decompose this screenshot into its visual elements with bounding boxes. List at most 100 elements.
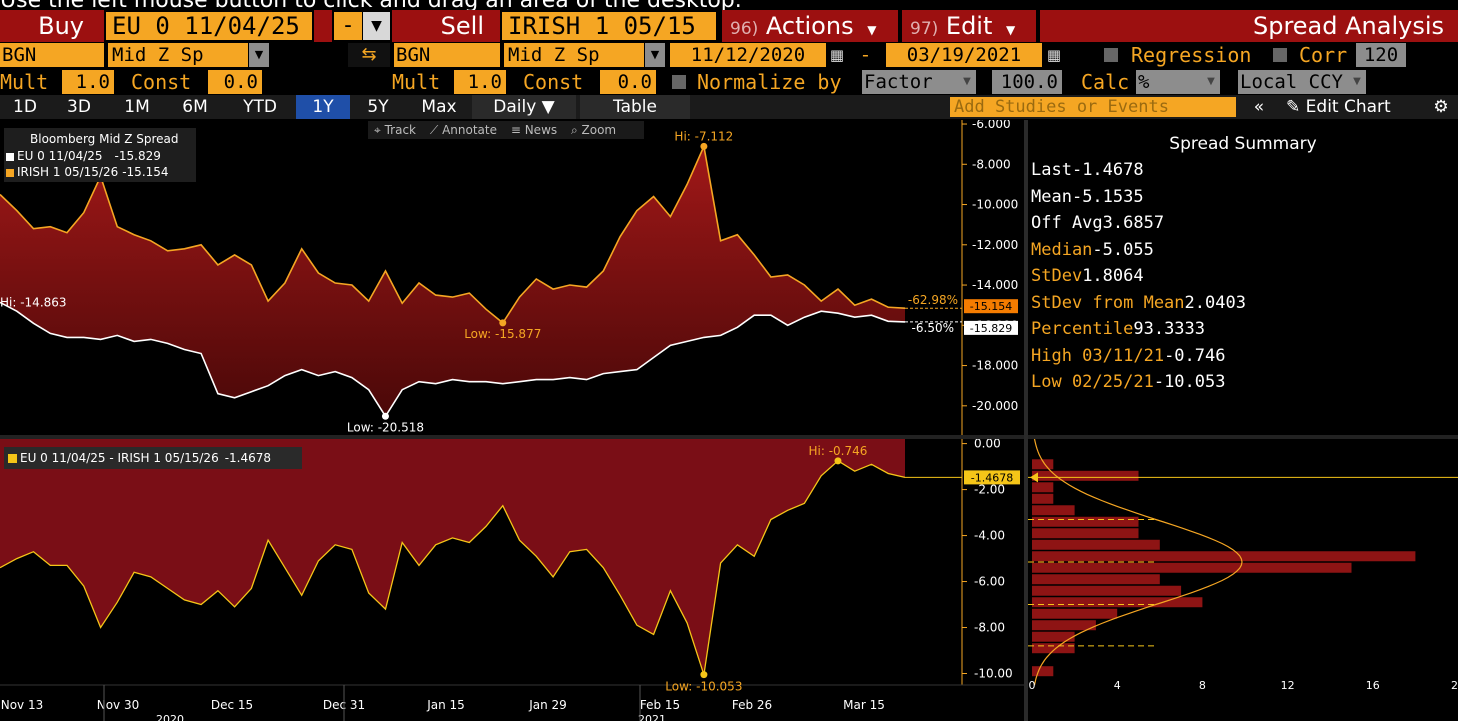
histogram-tick-label: 16 (1366, 679, 1380, 692)
year-label: 2020 (156, 713, 184, 721)
add-studies-input[interactable]: Add Studies or Events (950, 97, 1236, 117)
legend-item-diff[interactable]: EU 0 11/04/25 - IRISH 1 05/15/26 -1.4678 (8, 451, 271, 465)
start-date-input[interactable]: 11/12/2020 (670, 43, 826, 67)
histogram-bar (1032, 505, 1075, 516)
panel-divider[interactable] (0, 435, 1458, 439)
histogram-bar (1032, 539, 1160, 550)
zoom-tool[interactable]: ⌕ Zoom (571, 123, 616, 137)
frequency-select[interactable]: Daily ▼ (472, 95, 576, 119)
buy-security-input[interactable]: EU 0 11/04/25 (106, 12, 312, 40)
news-tool[interactable]: ≡ News (511, 123, 557, 137)
normalize-select[interactable]: Factor (862, 70, 958, 94)
start-date-calendar-icon[interactable]: ▦ (829, 46, 845, 64)
tab-1m[interactable]: 1M (124, 97, 150, 117)
summary-row: StDev from Mean2.0403 (1031, 293, 1457, 319)
end-date-input[interactable]: 03/19/2021 (886, 43, 1042, 67)
sell-field-dropdown[interactable]: ▼ (645, 43, 665, 67)
annotate-icon: ⟋ (429, 123, 439, 137)
legend-swatch-eu (6, 152, 14, 161)
eu-pct-change: -6.50% (912, 321, 954, 335)
normalize-checkbox[interactable] (672, 75, 686, 89)
sell-source-input[interactable]: BGN (394, 43, 500, 67)
x-tick-label: Mar 15 (843, 698, 885, 712)
buy-mult-input[interactable]: 1.0 (62, 70, 114, 94)
x-tick-label: Jan 15 (426, 698, 465, 712)
corr-window-input[interactable]: 120 (1356, 43, 1406, 67)
last-value-tag (964, 470, 1020, 485)
edit-menu-button[interactable]: 97) Edit ▼ (902, 10, 1036, 42)
legend-item-irish[interactable]: IRISH 1 05/15/26 -15.154 (6, 165, 169, 179)
legend-item-eu[interactable]: EU 0 11/04/25 -15.829 (6, 149, 161, 163)
histogram-tick-label: 12 (1281, 679, 1295, 692)
actions-number: 96) (730, 19, 759, 39)
settings-button[interactable]: ⚙ (1426, 95, 1456, 119)
sell-field-select[interactable]: Mid Z Sp (504, 43, 644, 67)
collapse-button[interactable]: « (1244, 95, 1274, 119)
buy-field-dropdown[interactable]: ▼ (249, 43, 269, 67)
buy-field-select[interactable]: Mid Z Sp (108, 43, 248, 67)
sell-security-input[interactable]: IRISH 1 05/15 (502, 12, 716, 40)
swap-button[interactable]: ⇆ (348, 43, 390, 67)
summary-row: Median-5.055 (1031, 240, 1457, 266)
pencil-icon: ✎ (1286, 97, 1301, 117)
summary-key: StDev (1031, 266, 1083, 286)
summary-value: 2.0403 (1184, 292, 1246, 313)
buy-const-input[interactable]: 0.0 (208, 70, 262, 94)
end-date-calendar-icon[interactable]: ▦ (1046, 46, 1062, 64)
operator-dropdown-button[interactable]: ▼ (363, 12, 390, 40)
normalize-dropdown[interactable]: ▼ (958, 70, 976, 94)
summary-key: Off Avg (1031, 213, 1103, 233)
y-tick-label: -6.000 (972, 120, 1011, 131)
edit-chart-button[interactable]: ✎ Edit Chart (1280, 95, 1420, 119)
tab-1d[interactable]: 1D (13, 97, 37, 117)
tab-max[interactable]: Max (421, 97, 457, 117)
summary-row: Low 02/25/21-10.053 (1031, 372, 1457, 398)
edit-chart-label: Edit Chart (1305, 97, 1391, 117)
tab-3d[interactable]: 3D (67, 97, 91, 117)
tab-5y[interactable]: 5Y (367, 97, 389, 117)
table-button[interactable]: Table (580, 95, 690, 119)
histogram-bar (1032, 482, 1054, 493)
vertical-divider[interactable] (1024, 120, 1028, 721)
buy-source-input[interactable]: BGN (0, 43, 104, 67)
histogram-tick-label: 0 (1029, 679, 1036, 692)
x-tick-label: Dec 15 (211, 698, 253, 712)
irish-last-tag-label: -15.154 (970, 300, 1012, 313)
regression-checkbox[interactable] (1104, 48, 1118, 62)
low-marker (700, 671, 708, 679)
header-row-1: Buy EU 0 11/04/25 - ▼ Sell IRISH 1 05/15… (0, 10, 1458, 42)
y-tick-label: -4.00 (974, 529, 1005, 543)
sell-mult-input[interactable]: 1.0 (454, 70, 506, 94)
currency-select[interactable]: Local CCY (1238, 70, 1348, 94)
histogram-tick-label: 8 (1199, 679, 1206, 692)
normalize-label: Normalize by (697, 70, 842, 94)
corr-checkbox[interactable] (1273, 48, 1287, 62)
irish-low-label: Low: -15.877 (464, 327, 541, 341)
factor-input[interactable]: 100.0 (992, 70, 1062, 94)
histogram-bar (1032, 470, 1139, 481)
histogram-bar (1032, 597, 1203, 608)
legend-irish-value: -15.154 (122, 165, 169, 179)
annotate-tool[interactable]: ⟋ Annotate (430, 123, 497, 137)
histogram-tick-label: 4 (1114, 679, 1121, 692)
tab-1y[interactable]: 1Y (296, 95, 350, 119)
tab-ytd[interactable]: YTD (243, 97, 277, 117)
x-tick-label: Jan 29 (528, 698, 567, 712)
sell-const-input[interactable]: 0.0 (600, 70, 656, 94)
histogram-bar (1032, 574, 1160, 585)
actions-menu-button[interactable]: 96) Actions ▼ (722, 10, 898, 42)
difference-chart-panel[interactable]: 0.00 -2.00 -4.00 -6.00 -8.00 -10.00 Nov 13 Nov … (0, 439, 1024, 721)
sell-const-label: Const (523, 70, 584, 94)
operator-select[interactable]: - (334, 12, 362, 40)
currency-dropdown[interactable]: ▼ (1348, 70, 1366, 94)
summary-row: Percentile93.3333 (1031, 319, 1457, 345)
chevron-down-icon: ▼ (1207, 76, 1215, 87)
series-line-irish (0, 143, 906, 325)
tab-6m[interactable]: 6M (182, 97, 208, 117)
last-value-tag-label: -1.4678 (971, 471, 1013, 484)
calc-dropdown[interactable]: ▼ (1202, 70, 1220, 94)
calc-select[interactable]: % (1136, 70, 1202, 94)
y-tick-label: -18.000 (972, 359, 1018, 373)
track-tool[interactable]: ⌖ Track (374, 123, 416, 137)
spread-chart-panel[interactable]: -6.000-8.000-10.000-12.000-14.000-16.000… (0, 120, 1024, 436)
